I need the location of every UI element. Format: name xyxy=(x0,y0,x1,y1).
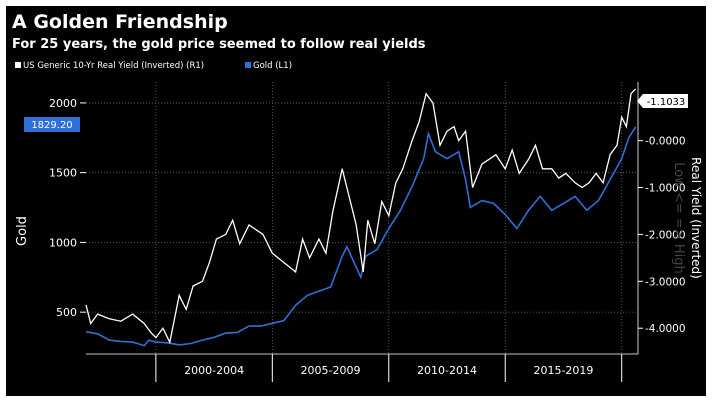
chart-subtitle: For 25 years, the gold price seemed to f… xyxy=(12,37,426,52)
x-tick-label: 2005-2009 xyxy=(301,364,361,377)
x-axis: 2000-2004 2005-2009 2010-2014 2015-2019 xyxy=(86,353,638,382)
last-value-gold-box xyxy=(24,117,80,132)
right-axis-annotation: Low <= => High xyxy=(671,162,686,273)
legend-swatch-real-yield xyxy=(15,62,21,68)
left-tick-label: 1500 xyxy=(49,167,77,180)
x-tick-label: 2000-2004 xyxy=(184,364,244,377)
last-value-yield-callout: -1.1033 xyxy=(637,94,688,108)
legend-label-gold: Gold (L1) xyxy=(253,61,292,71)
x-tick-label: 2010-2014 xyxy=(417,364,477,377)
legend-swatch-gold xyxy=(245,62,251,68)
series-line-real-yield xyxy=(85,88,637,345)
left-axis: 2000 1500 1000 500 xyxy=(49,97,86,319)
x-tick-label: 2015-2019 xyxy=(533,364,593,377)
right-axis-label: Real Yield (Inverted) xyxy=(689,157,703,279)
legend-label-real-yield: US Generic 10-Yr Real Yield (Inverted) (… xyxy=(23,61,204,71)
right-tick-label: -2.0000 xyxy=(645,229,686,241)
last-value-yield: -1.1033 xyxy=(647,97,686,108)
right-tick-label: -0.0000 xyxy=(645,136,686,148)
right-tick-label: -1.0000 xyxy=(645,183,686,195)
chart-frame: A Golden Friendship For 25 years, the go… xyxy=(6,6,706,396)
last-value-yield-pointer xyxy=(637,94,688,108)
right-axis: -0.0000 -1.0000 -2.0000 -3.0000 -4.0000 xyxy=(637,82,686,354)
grid-layer xyxy=(86,82,638,354)
left-axis-label: Gold xyxy=(15,216,30,246)
left-tick-label: 500 xyxy=(56,306,77,319)
left-tick-label: 1000 xyxy=(49,236,77,249)
last-value-gold-callout: 1829.20 xyxy=(24,117,80,132)
chart-title: A Golden Friendship xyxy=(12,11,228,33)
right-tick-label: -3.0000 xyxy=(645,276,686,288)
legend: US Generic 10-Yr Real Yield (Inverted) (… xyxy=(15,61,292,71)
plot-area xyxy=(86,82,638,354)
last-value-gold: 1829.20 xyxy=(31,120,72,131)
right-tick-label: -4.0000 xyxy=(645,323,686,335)
chart-svg: A Golden Friendship For 25 years, the go… xyxy=(12,11,703,382)
left-tick-label: 2000 xyxy=(49,97,77,110)
